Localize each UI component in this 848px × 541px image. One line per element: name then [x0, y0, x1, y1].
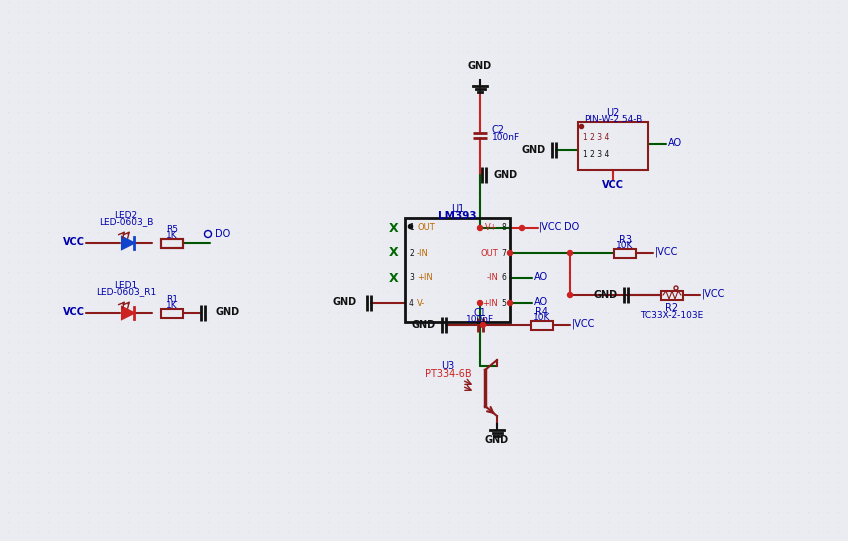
Text: TC33X-2-103E: TC33X-2-103E [640, 311, 704, 320]
Text: GND: GND [594, 290, 618, 300]
Text: 10K: 10K [616, 241, 633, 250]
Text: DO: DO [215, 229, 231, 239]
Text: LED-0603_B: LED-0603_B [99, 217, 153, 227]
Text: 1K: 1K [166, 232, 178, 241]
Text: R5: R5 [166, 226, 178, 234]
Text: VCC: VCC [63, 237, 85, 247]
Text: R1: R1 [166, 295, 178, 305]
Text: 2: 2 [409, 248, 414, 258]
Circle shape [204, 230, 211, 237]
Text: |VCC: |VCC [539, 222, 562, 232]
Text: AO: AO [668, 137, 682, 148]
Text: VCC: VCC [63, 307, 85, 317]
Text: -IN: -IN [486, 274, 498, 282]
Text: V-: V- [417, 299, 425, 307]
Text: R3: R3 [618, 235, 632, 245]
Text: X: X [389, 221, 399, 234]
Text: |VCC: |VCC [702, 289, 725, 299]
Text: GND: GND [522, 145, 546, 155]
Text: PT334-6B: PT334-6B [425, 369, 471, 379]
Text: VCC: VCC [602, 180, 624, 190]
Text: DO: DO [564, 222, 579, 232]
Text: U1: U1 [451, 204, 464, 214]
Text: C1: C1 [473, 308, 487, 318]
Text: 3: 3 [409, 274, 414, 282]
Polygon shape [122, 237, 134, 249]
Text: R2: R2 [666, 303, 678, 313]
Circle shape [477, 226, 483, 230]
Bar [161, 239, 183, 247]
Circle shape [481, 322, 486, 327]
Text: 4: 4 [409, 299, 414, 307]
Text: C2: C2 [492, 125, 505, 135]
Text: 100nF: 100nF [466, 314, 494, 324]
Circle shape [507, 250, 512, 255]
Text: AO: AO [534, 297, 548, 307]
Text: GND: GND [216, 307, 240, 317]
Text: GND: GND [333, 297, 357, 307]
Text: OUT: OUT [417, 223, 435, 233]
Bar [614, 248, 636, 258]
Text: U2: U2 [606, 108, 620, 118]
Text: 1: 1 [409, 223, 414, 233]
Circle shape [520, 226, 525, 230]
Text: R4: R4 [535, 307, 549, 317]
Text: 1 2 3 4: 1 2 3 4 [583, 133, 610, 142]
Circle shape [567, 250, 572, 255]
Bar [578, 122, 648, 170]
Text: GND: GND [485, 435, 509, 445]
Text: GND: GND [412, 320, 436, 330]
Bar [405, 218, 510, 322]
Circle shape [477, 300, 483, 306]
Text: 1 2 3 4: 1 2 3 4 [583, 150, 610, 159]
Text: -IN: -IN [417, 248, 429, 258]
Text: LM393: LM393 [438, 211, 477, 221]
Text: AO: AO [534, 272, 548, 282]
Circle shape [674, 286, 678, 290]
Text: |VCC: |VCC [655, 247, 678, 258]
Bar [161, 308, 183, 318]
Text: +IN: +IN [483, 299, 498, 307]
Text: LED-0603_R1: LED-0603_R1 [96, 287, 156, 296]
Circle shape [507, 300, 512, 306]
Text: LED1: LED1 [114, 280, 137, 289]
Circle shape [567, 293, 572, 298]
Text: 8: 8 [501, 223, 506, 233]
Text: X: X [389, 247, 399, 260]
Text: V+: V+ [485, 223, 498, 233]
Text: GND: GND [468, 61, 492, 71]
Text: PIN-W-2.54-B: PIN-W-2.54-B [584, 115, 642, 124]
Polygon shape [122, 307, 134, 319]
Text: LED2: LED2 [114, 210, 137, 220]
Text: GND: GND [494, 170, 518, 180]
Text: 10K: 10K [533, 313, 550, 322]
Text: 5: 5 [501, 299, 506, 307]
Bar [661, 291, 683, 300]
Text: 7: 7 [501, 248, 506, 258]
Bar [161, 239, 183, 247]
Text: |VCC: |VCC [572, 319, 595, 329]
Text: OUT: OUT [480, 248, 498, 258]
Bar [531, 320, 553, 329]
Text: U3: U3 [441, 361, 455, 371]
Text: X: X [389, 272, 399, 285]
Text: 1K: 1K [166, 301, 178, 311]
Text: 6: 6 [501, 274, 506, 282]
Text: +IN: +IN [417, 274, 432, 282]
Text: 100nF: 100nF [492, 134, 520, 142]
